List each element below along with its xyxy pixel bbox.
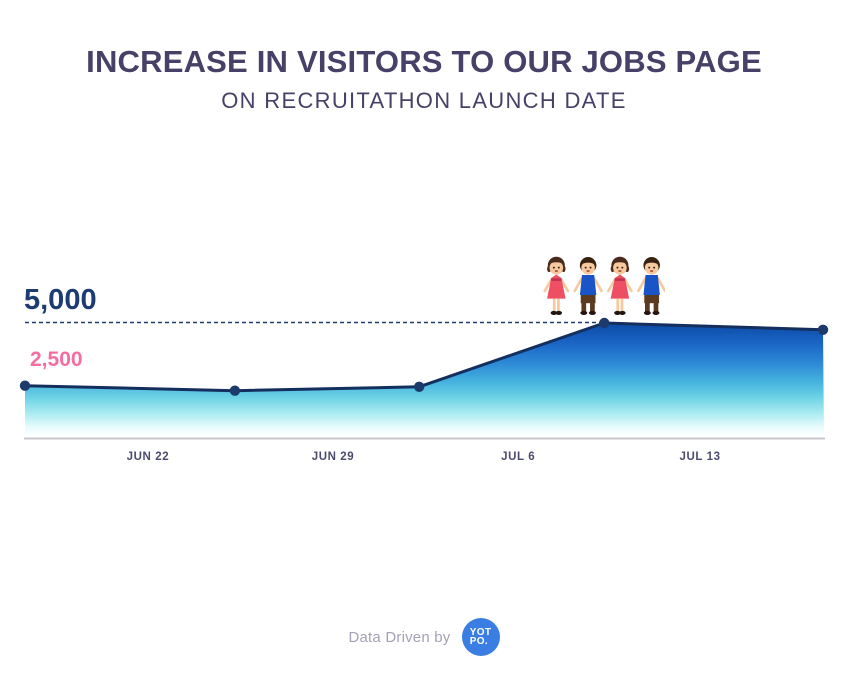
yotpo-logo-line1: YOT xyxy=(469,627,492,638)
x-tick-label: JUN 29 xyxy=(312,451,355,463)
page-subtitle: ON RECRUITATHON LAUNCH DATE xyxy=(221,88,627,113)
data-point-dot xyxy=(599,317,610,329)
area-fill xyxy=(25,323,824,437)
footer: Data Driven by YOT PO. xyxy=(0,618,848,656)
people-holding-hands-icon xyxy=(543,255,665,316)
yotpo-logo-icon: YOT PO. xyxy=(461,618,500,656)
data-point-dot xyxy=(19,380,31,391)
data-point-dot xyxy=(229,385,241,396)
data-point-dot xyxy=(414,381,425,392)
x-tick-label: JUN 22 xyxy=(127,451,170,463)
pre-launch-value-label: 2,500 xyxy=(30,348,83,371)
x-tick-label: JUL 13 xyxy=(680,451,721,463)
yotpo-logo-text: YOT PO. xyxy=(469,627,492,647)
page-title: INCREASE IN VISITORS TO OUR JOBS PAGE xyxy=(86,44,762,79)
x-tick-label: JUL 6 xyxy=(501,451,535,463)
yotpo-logo-line2: PO. xyxy=(469,636,488,647)
reference-value-label: 5,000 xyxy=(24,284,97,316)
footer-credit-text: Data Driven by xyxy=(348,628,451,646)
data-point-dot xyxy=(817,324,829,335)
